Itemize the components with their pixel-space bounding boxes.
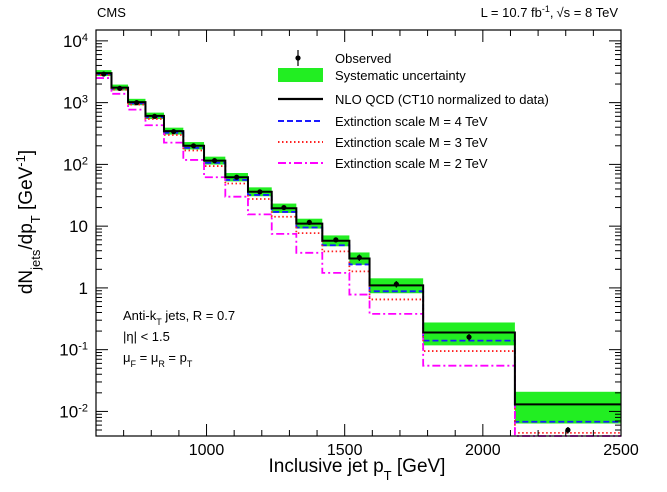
y-axis-label: dNjets/dpT [GeV-1] [13,150,43,294]
observed-point [257,189,263,195]
experiment-label: CMS [97,5,126,20]
observed-point [466,334,472,340]
y-tick-label: 10-1 [59,341,88,360]
luminosity-label: L = 10.7 fb-1, √s = 8 TeV [481,4,619,20]
x-tick-label: 2000 [465,442,501,459]
x-tick-label: 2500 [603,442,639,459]
y-tick-label: 104 [63,32,88,51]
legend-m3-label: Extinction scale M = 3 TeV [335,135,488,150]
observed-point [281,204,287,211]
legend-m4-label: Extinction scale M = 4 TeV [335,114,488,129]
observed-point [333,237,339,243]
legend-observed-marker [295,55,301,61]
y-tick-label: 10 [69,217,88,236]
legend: Observed Systematic uncertainty NLO QCD … [278,50,549,171]
legend-m2-label: Extinction scale M = 2 TeV [335,156,488,171]
x-tick-label: 1500 [327,442,363,459]
y-tick-label: 102 [63,155,88,174]
annotation-scales: μF = μR = pT [123,350,193,369]
observed-point [171,128,177,135]
observed-point [234,174,240,180]
legend-entry-nlo: NLO QCD (CT10 normalized to data) [278,92,549,107]
observed-point [151,113,158,119]
nlo-series [96,72,621,406]
y-tick-label: 10-2 [59,402,88,421]
y-tick-label: 103 [63,94,88,113]
observed-point [565,427,571,433]
legend-entry-m3: Extinction scale M = 3 TeV [278,135,488,150]
observed-point [356,254,362,261]
cut-annotations: Anti-kT jets, R = 0.7 |η| < 1.5 μF = μR … [123,308,235,369]
x-tick-label: 1000 [189,442,225,459]
observed-point [393,281,399,287]
observed-point [306,219,312,226]
legend-systematic-swatch [278,68,323,82]
legend-systematic-label: Systematic uncertainty [335,68,466,83]
syst-band [423,322,515,346]
legend-entry-m2: Extinction scale M = 2 TeV [278,156,488,171]
legend-entry-observed: Observed [295,50,391,66]
legend-entry-m4: Extinction scale M = 4 TeV [278,114,488,129]
observed-point [101,71,107,77]
observed-point [134,100,140,106]
nlo-line [96,72,621,406]
y-tick-label: 1 [79,279,88,298]
syst-band [514,391,621,424]
x-axis-label: Inclusive jet pT [GeV] [269,456,446,483]
observed-series [101,71,571,434]
observed-point [211,158,218,164]
legend-entry-systematic: Systematic uncertainty [278,68,466,83]
annotation-jet-algorithm: Anti-kT jets, R = 0.7 [123,308,235,327]
legend-observed-label: Observed [335,51,391,66]
plot-frame [95,29,622,437]
observed-point [117,85,123,92]
legend-nlo-label: NLO QCD (CT10 normalized to data) [335,92,549,107]
annotation-eta-cut: |η| < 1.5 [123,329,170,344]
observed-point [190,143,197,149]
